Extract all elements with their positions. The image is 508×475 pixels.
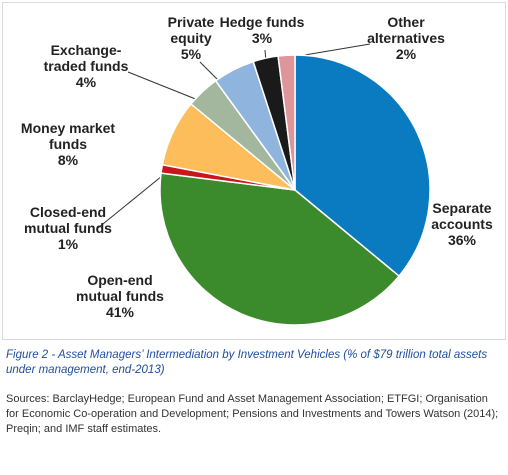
chart [97,43,431,326]
category-label: Hedge funds [219,14,305,30]
value-label: 3% [251,30,273,46]
leader-line [97,175,163,229]
slice-label: Other alternatives 2% [360,14,452,62]
slice-label: Open-end mutual funds 41% [70,272,170,320]
pie-slice [159,172,401,326]
pie-slice [294,54,431,278]
value-label: 41% [105,304,135,320]
slice-label: Separate accounts 36% [420,200,504,248]
category-label: Other alternatives [367,14,445,46]
chart-frame [2,2,506,340]
category-label: Money market funds [20,120,116,152]
category-label: Separate accounts [431,200,493,232]
value-label: 5% [180,46,202,62]
slice-label: Private equity 5% [160,14,222,62]
leader-line [127,71,199,101]
pie-slice [277,54,296,191]
slice-label: Exchange-traded funds 4% [40,42,132,90]
slice-label: Hedge funds 3% [210,14,314,46]
slice-label: Money market funds 8% [18,120,118,168]
value-label: 4% [75,74,97,90]
slice-label: Closed-end mutual funds 1% [18,204,118,252]
caption: Figure 2 - Asset Managers’ Intermediatio… [6,349,488,376]
category-label: Exchange-traded funds [43,42,129,74]
category-label: Closed-end mutual funds [24,204,112,236]
sources: Sources: BarclayHedge; European Fund and… [6,393,499,435]
category-label: Private equity [167,14,215,46]
value-label: 8% [57,152,79,168]
value-label: 2% [395,46,417,62]
value-label: 1% [57,236,79,252]
category-label: Open-end mutual funds [76,272,164,304]
value-label: 36% [447,232,477,248]
